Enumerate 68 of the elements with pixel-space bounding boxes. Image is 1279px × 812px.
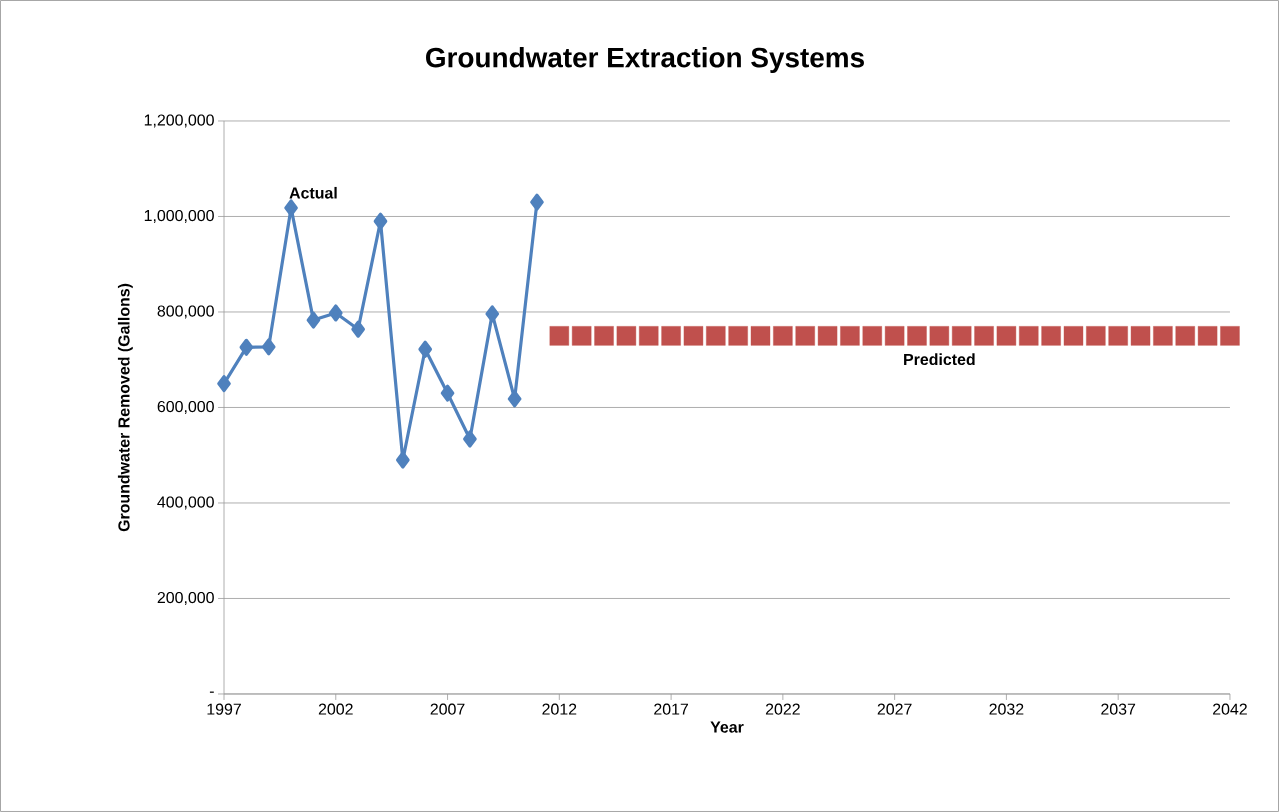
point	[1108, 326, 1128, 346]
point	[463, 430, 477, 448]
chart-title: Groundwater Extraction Systems	[426, 47, 864, 73]
y-tick-label: 800,000	[157, 305, 214, 319]
point	[261, 338, 276, 356]
point	[840, 326, 860, 346]
y-axis-title: Groundwater Removed (Gallons)	[117, 283, 133, 532]
point	[530, 193, 544, 211]
point	[817, 326, 838, 346]
y-tick-label: -	[209, 691, 214, 693]
series-label: Actual	[289, 186, 337, 199]
point	[1175, 326, 1195, 346]
y-tick-label: 400,000	[157, 496, 214, 510]
point	[306, 311, 321, 329]
point	[706, 326, 726, 346]
x-tick-label: 2037	[1101, 703, 1136, 715]
y-tick-label: 200,000	[157, 591, 214, 606]
point	[974, 326, 994, 346]
point	[395, 451, 410, 469]
x-tick-label: 2022	[765, 703, 800, 715]
point	[884, 326, 905, 346]
point	[440, 384, 455, 402]
point	[795, 326, 815, 346]
point	[1086, 326, 1106, 346]
point	[1063, 326, 1084, 346]
point	[328, 304, 343, 322]
point	[485, 305, 500, 323]
x-tick-label: 2027	[877, 703, 912, 715]
point	[1153, 326, 1173, 346]
point	[1130, 326, 1151, 346]
x-tick-label: 2012	[542, 703, 577, 715]
point	[418, 340, 433, 358]
y-tick-label: 1,200,000	[144, 114, 214, 128]
x-axis-title: Year	[710, 721, 744, 733]
point	[773, 326, 793, 346]
point	[616, 326, 637, 346]
point	[239, 338, 254, 356]
x-tick-label: 2042	[1213, 703, 1247, 715]
point	[594, 326, 614, 346]
point	[217, 375, 231, 393]
point	[284, 199, 298, 217]
series-label: Predicted	[904, 353, 975, 366]
point	[351, 320, 365, 338]
point	[507, 390, 522, 408]
point	[862, 326, 882, 346]
point	[929, 326, 950, 346]
point	[661, 326, 681, 346]
point	[639, 326, 659, 346]
x-tick-label: 2007	[430, 703, 465, 715]
x-tick-label: 2032	[989, 703, 1024, 715]
point	[728, 326, 748, 346]
point	[750, 326, 771, 346]
point	[571, 326, 592, 346]
x-tick-label: 2002	[318, 703, 353, 715]
point	[373, 212, 388, 230]
point	[1220, 326, 1240, 346]
point	[907, 326, 927, 346]
x-tick-label: 2017	[654, 703, 689, 715]
y-tick-label: 1,000,000	[144, 209, 214, 224]
y-tick-label: 600,000	[157, 400, 214, 415]
point	[952, 326, 972, 346]
point	[549, 326, 570, 346]
point	[683, 326, 704, 346]
point	[996, 326, 1017, 346]
point	[1197, 326, 1218, 346]
x-tick-label: 1997	[207, 703, 241, 715]
point	[1041, 326, 1061, 346]
point	[1019, 326, 1039, 346]
